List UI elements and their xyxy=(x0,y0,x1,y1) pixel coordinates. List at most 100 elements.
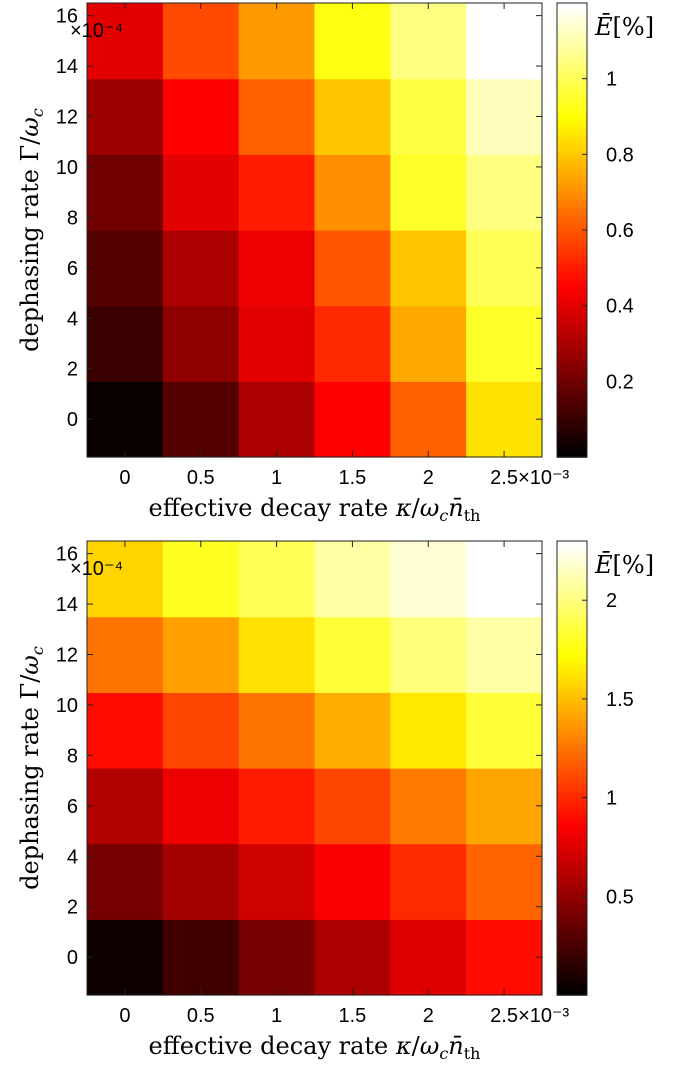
colorbar-band xyxy=(557,135,587,140)
y-tick-label: 8 xyxy=(67,207,78,229)
colorbar-band xyxy=(557,78,587,84)
colorbar-band xyxy=(557,960,587,966)
heatmap-cell xyxy=(87,78,164,155)
x-tick-label: 2.5 xyxy=(490,1005,518,1027)
colorbar-band xyxy=(557,343,587,349)
colorbar-band xyxy=(557,426,587,432)
heatmap-cell xyxy=(390,78,467,155)
y-tick-label: 16 xyxy=(56,544,78,566)
colorbar-band xyxy=(557,802,587,807)
colorbar-band xyxy=(557,354,587,360)
heatmap-cell xyxy=(162,78,240,155)
heatmap-cell xyxy=(162,692,240,769)
colorbar-band xyxy=(557,404,587,409)
colorbar-band xyxy=(557,256,587,262)
colorbar-band xyxy=(557,684,587,690)
colorbar-band xyxy=(557,237,587,243)
colorbar-band xyxy=(557,275,587,280)
colorbar-band xyxy=(557,131,587,137)
x-tick-label: 1.5 xyxy=(339,467,367,489)
heatmap-cell xyxy=(466,541,543,618)
colorbar-band xyxy=(557,25,587,31)
heatmap-cell xyxy=(238,305,316,382)
colorbar-band xyxy=(557,730,587,735)
heatmap-cell xyxy=(87,616,164,693)
colorbar-band xyxy=(557,968,587,974)
colorbar-band xyxy=(557,593,587,599)
x-tick-label: 2 xyxy=(423,1005,434,1027)
heatmap-cell xyxy=(238,919,316,996)
colorbar-band xyxy=(557,942,587,947)
colorbar-band xyxy=(557,643,587,648)
colorbar-band xyxy=(557,286,587,292)
colorbar-band xyxy=(557,915,587,921)
colorbar-band xyxy=(557,930,587,936)
heatmap-cell xyxy=(87,154,164,231)
colorbar-band xyxy=(557,195,587,201)
colorbar-band xyxy=(557,82,587,88)
colorbar-band xyxy=(557,366,587,371)
colorbar-band xyxy=(557,722,587,728)
x-tick-label: 1.5 xyxy=(339,1005,367,1027)
colorbar-tick-label: 0.5 xyxy=(606,886,634,908)
colorbar-band xyxy=(557,411,587,417)
colorbar-band xyxy=(557,222,587,228)
colorbar-band xyxy=(557,790,587,796)
heatmap-cell xyxy=(390,305,467,382)
colorbar-band xyxy=(557,605,587,610)
colorbar-band xyxy=(557,745,587,750)
heatmap-cell xyxy=(162,919,240,996)
colorbar-band xyxy=(557,377,587,383)
colorbar-band xyxy=(557,923,587,928)
y-tick-label: 12 xyxy=(56,107,78,129)
heatmap-cell xyxy=(238,768,316,845)
colorbar-band xyxy=(557,870,587,875)
colorbar-band xyxy=(557,233,587,239)
y-tick-label: 4 xyxy=(67,308,78,330)
colorbar-band xyxy=(557,934,587,940)
heatmap-cell xyxy=(314,230,391,307)
colorbar-band xyxy=(557,896,587,902)
colorbar-band xyxy=(557,48,587,53)
x-multiplier: ×10⁻³ xyxy=(518,467,569,489)
heatmap-panel-bottom: 0 0.5 1 1.5 2 2.5 ×10⁻³0246810121416×10⁻⁴effec… xyxy=(16,540,654,1063)
heatmap-cell xyxy=(87,768,164,845)
colorbar-band xyxy=(557,628,587,633)
colorbar-band xyxy=(557,347,587,352)
heatmap-cell xyxy=(162,305,240,382)
colorbar-band xyxy=(557,828,587,834)
colorbar-band xyxy=(557,335,587,341)
colorbar-band xyxy=(557,979,587,985)
heatmap-cell xyxy=(238,541,316,618)
colorbar-band xyxy=(557,177,587,182)
colorbar-band xyxy=(557,362,587,367)
heatmap-cell xyxy=(314,541,391,618)
colorbar-band xyxy=(557,392,587,398)
colorbar-band xyxy=(557,885,587,890)
colorbar-label: Ē[%] xyxy=(594,13,654,41)
colorbar-band xyxy=(557,991,587,996)
heatmap-cell xyxy=(162,843,240,920)
heatmap-cell xyxy=(87,230,164,307)
colorbar-band xyxy=(557,889,587,894)
colorbar-band xyxy=(557,953,587,958)
heatmap-cell xyxy=(162,230,240,307)
heatmap-cell xyxy=(314,78,391,155)
heatmap-panel-top: 0 0.5 1 1.5 2 2.5 ×10⁻³ 0 2 4 6 8 10 12 14 16×10⁻⁴ effec… xyxy=(16,2,654,525)
colorbar-band xyxy=(557,650,587,656)
colorbar-band xyxy=(557,696,587,701)
colorbar-band xyxy=(557,67,587,72)
colorbar-band xyxy=(557,271,587,277)
heatmap-cell xyxy=(390,768,467,845)
heatmap-cell xyxy=(314,154,391,231)
colorbar-band xyxy=(557,449,587,455)
colorbar-band xyxy=(557,419,587,424)
colorbar-band xyxy=(557,590,587,595)
colorbar-band xyxy=(557,203,587,209)
x-tick-label: 0.5 xyxy=(187,467,215,489)
y-tick-label: 14 xyxy=(56,594,78,616)
colorbar-band xyxy=(557,771,587,777)
y-multiplier: ×10⁻⁴ xyxy=(70,20,123,42)
colorbar-band xyxy=(557,794,587,800)
